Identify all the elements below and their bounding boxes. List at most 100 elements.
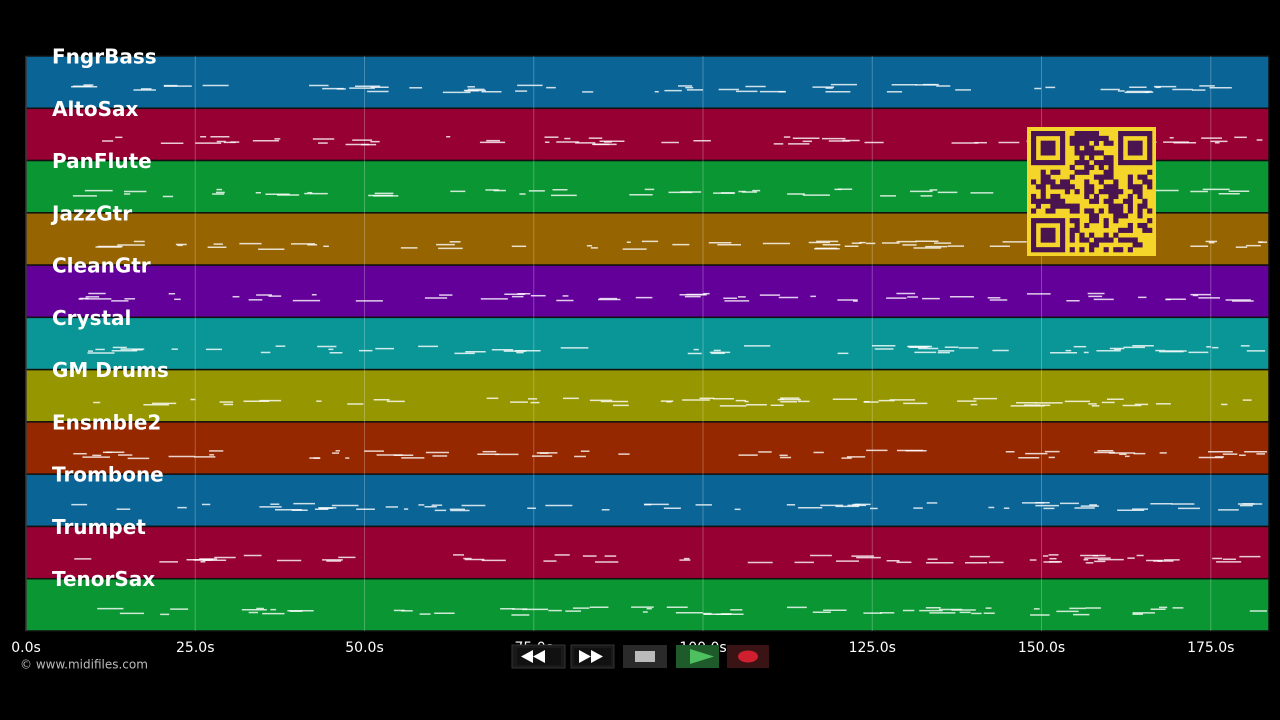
qr-cell <box>1089 189 1095 195</box>
qr-cell <box>1069 140 1075 146</box>
qr-cell <box>1132 237 1138 243</box>
qr-cell <box>1079 150 1085 156</box>
qr-cell <box>1045 237 1051 243</box>
qr-cell <box>1127 184 1133 190</box>
qr-cell <box>1137 193 1143 200</box>
qr-cell <box>1142 131 1148 137</box>
qr-cell <box>1040 140 1046 146</box>
qr-cell <box>1122 160 1129 166</box>
qr-cell <box>1089 218 1095 224</box>
qr-cell <box>1079 232 1085 238</box>
qr-cell <box>1031 140 1037 146</box>
qr-cell <box>1118 160 1124 166</box>
qr-cell <box>1084 160 1090 166</box>
qr-cell <box>1108 189 1114 195</box>
qr-cell <box>1035 184 1041 190</box>
qr-cell <box>1118 150 1124 156</box>
qr-cell <box>1108 174 1114 180</box>
qr-cell <box>1055 247 1061 253</box>
qr-cell <box>1031 242 1037 248</box>
qr-cell <box>1098 164 1104 171</box>
qr-cell <box>1089 184 1095 190</box>
qr-cell <box>1031 131 1037 137</box>
qr-cell <box>1074 150 1080 156</box>
qr-cell <box>1127 193 1133 200</box>
qr-cell <box>1079 169 1085 175</box>
qr-code <box>1027 127 1156 256</box>
play-button[interactable] <box>676 645 719 668</box>
track-name: Ensmble2 <box>52 410 161 434</box>
qr-cell <box>1089 213 1095 219</box>
fast-forward-button[interactable] <box>570 644 615 669</box>
qr-cell <box>1050 232 1056 238</box>
qr-cell <box>1040 218 1046 224</box>
qr-cell <box>1142 222 1148 229</box>
qr-cell <box>1069 135 1075 141</box>
qr-cell <box>1069 237 1075 243</box>
qr-cell <box>1132 160 1138 166</box>
qr-cell <box>1084 150 1090 156</box>
qr-cell <box>1084 145 1090 151</box>
qr-cell <box>1040 160 1046 166</box>
qr-cell <box>1035 131 1041 137</box>
qr-cell <box>1074 160 1080 166</box>
qr-cell <box>1103 222 1109 229</box>
qr-cell <box>1108 237 1114 243</box>
qr-cell <box>1098 237 1104 243</box>
track-name: Trumpet <box>52 515 146 539</box>
qr-cell <box>1093 135 1100 141</box>
qr-cell <box>1035 218 1041 224</box>
qr-cell <box>1089 198 1095 204</box>
qr-cell <box>1103 140 1109 146</box>
qr-cell <box>1084 135 1090 141</box>
qr-cell <box>1040 247 1046 253</box>
rewind-button[interactable] <box>511 644 566 669</box>
qr-cell <box>1103 135 1109 141</box>
track-name: CleanGtr <box>52 254 151 278</box>
qr-cell <box>1060 140 1066 146</box>
qr-cell <box>1147 218 1153 224</box>
qr-cell <box>1093 237 1100 243</box>
qr-cell <box>1031 179 1037 185</box>
qr-cell <box>1060 184 1066 190</box>
qr-cell <box>1132 189 1138 195</box>
qr-cell <box>1147 155 1153 161</box>
stop-button[interactable] <box>623 645 667 668</box>
qr-cell <box>1084 208 1090 214</box>
qr-cell <box>1108 184 1114 190</box>
qr-cell <box>1045 227 1051 233</box>
track-name: JazzGtr <box>50 201 132 225</box>
qr-cell <box>1122 198 1129 204</box>
qr-cell <box>1098 135 1104 141</box>
qr-cell <box>1113 208 1119 214</box>
qr-cell <box>1103 169 1109 175</box>
track-lane <box>25 368 1270 423</box>
qr-cell <box>1089 135 1095 141</box>
qr-cell <box>1055 131 1061 137</box>
track-lane <box>25 55 1270 110</box>
record-button[interactable] <box>727 645 769 668</box>
qr-cell <box>1079 135 1085 141</box>
qr-cell <box>1069 247 1075 253</box>
qr-cell <box>1050 227 1056 233</box>
qr-cell <box>1137 242 1143 248</box>
qr-cell <box>1084 169 1090 175</box>
credit: © www.midifiles.com <box>20 658 148 672</box>
qr-cell <box>1074 222 1080 229</box>
qr-cell <box>1093 131 1100 137</box>
qr-cell <box>1069 227 1075 233</box>
qr-cell <box>1074 169 1080 175</box>
qr-cell <box>1074 218 1080 224</box>
qr-cell <box>1084 179 1090 185</box>
qr-cell <box>1069 184 1075 190</box>
qr-cell <box>1132 150 1138 156</box>
qr-cell <box>1127 247 1133 253</box>
qr-cell <box>1142 179 1148 185</box>
tick-label: 50.0s <box>345 640 383 656</box>
qr-cell <box>1093 198 1100 204</box>
qr-cell <box>1079 237 1085 243</box>
track-name: Trombone <box>52 463 164 487</box>
qr-cell <box>1098 189 1104 195</box>
qr-cell <box>1079 160 1085 166</box>
qr-cell <box>1060 247 1066 253</box>
